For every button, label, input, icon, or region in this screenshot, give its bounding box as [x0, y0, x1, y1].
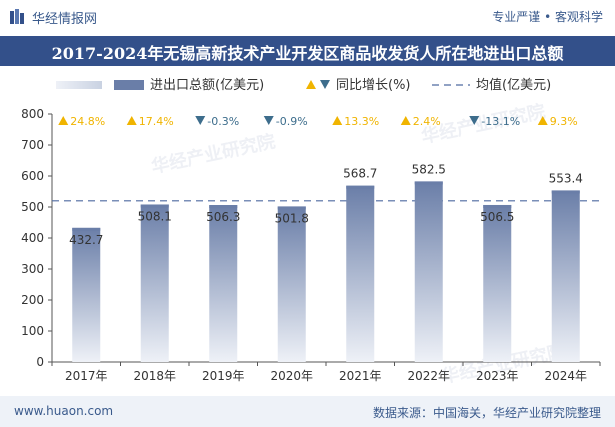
bars [72, 181, 580, 362]
legend-avg-label: 均值(亿美元) [476, 77, 551, 93]
data-label: 506.3 [206, 210, 240, 224]
data-label: 553.4 [549, 171, 583, 185]
data-label: 506.5 [480, 210, 514, 224]
chart-title: 2017-2024年无锡高新技术产业开发区商品收发货人所在地进出口总额 [51, 44, 564, 63]
growth-labels: 24.8% 17.4% -0.3% -0.9% 13.3% 2.4% -13.1% 9.3% [58, 115, 578, 128]
legend-swatch-bar [114, 80, 144, 90]
data-source: 数据来源：中国海关，华经产业研究院整理 [372, 406, 601, 420]
growth-label: -0.9% [276, 115, 308, 128]
bar [551, 190, 580, 362]
up-triangle-icon [332, 116, 343, 125]
bar [209, 205, 238, 362]
growth-label: -13.1% [481, 115, 520, 128]
y-tick-label: 300 [21, 262, 44, 276]
up-triangle-icon [306, 80, 316, 89]
bar-cap [277, 206, 306, 210]
x-tick-label: 2023年 [476, 369, 519, 383]
value-labels: 432.7 508.1 506.3 501.8 568.7 582.5 506.5 553.4 [69, 162, 583, 246]
bar-cap [414, 181, 443, 185]
bar [414, 181, 443, 362]
data-label: 568.7 [343, 167, 377, 181]
y-tick-label: 200 [21, 293, 44, 307]
growth-label: 17.4% [139, 115, 174, 128]
bar-cap [551, 190, 580, 194]
down-triangle-icon [195, 116, 206, 125]
bar [483, 204, 512, 362]
y-tick-label: 700 [21, 138, 44, 152]
down-triangle-icon [263, 116, 274, 125]
x-tick-label: 2019年 [202, 369, 245, 383]
bar-cap [346, 185, 375, 189]
y-tick-label: 600 [21, 169, 44, 183]
growth-label: 13.3% [344, 115, 379, 128]
x-tick-label: 2024年 [544, 369, 587, 383]
up-triangle-icon [126, 116, 137, 125]
bar-cap [483, 204, 512, 208]
legend-growth-label: 同比增长(%) [336, 78, 411, 93]
top-bar: 华经情报网 专业严谨 • 客观科学 [0, 0, 615, 36]
growth-label: -0.3% [207, 115, 239, 128]
down-triangle-icon [320, 80, 330, 89]
legend-swatch-left [56, 81, 102, 89]
tagline: 专业严谨 • 客观科学 [492, 10, 603, 24]
x-tick-label: 2017年 [65, 369, 108, 383]
bar [277, 206, 306, 362]
legend-bar-label: 进出口总额(亿美元) [150, 78, 264, 93]
x-tick-label: 2018年 [133, 369, 176, 383]
site-url: www.huaon.com [14, 404, 114, 418]
up-triangle-icon [537, 116, 548, 125]
y-tick-label: 800 [21, 107, 44, 121]
growth-label: 24.8% [70, 115, 105, 128]
bar [72, 227, 101, 362]
y-tick-label: 0 [36, 355, 44, 369]
y-tick-label: 500 [21, 200, 44, 214]
logo-icon [10, 9, 24, 24]
data-label: 582.5 [412, 162, 446, 176]
down-triangle-icon [469, 116, 480, 125]
title-bar: 2017-2024年无锡高新技术产业开发区商品收发货人所在地进出口总额 [0, 36, 615, 66]
growth-label: 2.4% [413, 115, 441, 128]
data-label: 432.7 [69, 233, 103, 247]
axes: 0 100 200 300 400 500 600 700 800 2017年 2018年 2019年… [21, 107, 601, 383]
bar [140, 204, 169, 362]
up-triangle-icon [400, 116, 411, 125]
growth-label: 9.3% [550, 115, 578, 128]
x-tick-label: 2021年 [339, 369, 382, 383]
data-label: 501.8 [275, 211, 309, 225]
legend: 进出口总额(亿美元) 同比增长(%) 均值(亿美元) [56, 77, 551, 93]
data-label: 508.1 [138, 209, 172, 223]
bar [346, 185, 375, 362]
chart: 进出口总额(亿美元) 同比增长(%) 均值(亿美元) 0 100 200 300 400… [21, 77, 601, 383]
bar-cap [140, 204, 169, 208]
bar-cap [209, 205, 238, 209]
y-tick-label: 400 [21, 231, 44, 245]
y-tick-label: 100 [21, 324, 44, 338]
brand-name: 华经情报网 [32, 12, 98, 27]
x-tick-label: 2020年 [270, 369, 313, 383]
x-tick-label: 2022年 [407, 369, 450, 383]
footer: www.huaon.com 数据来源：中国海关，华经产业研究院整理 [0, 396, 615, 427]
bar-cap [72, 227, 101, 231]
up-triangle-icon [58, 116, 69, 125]
